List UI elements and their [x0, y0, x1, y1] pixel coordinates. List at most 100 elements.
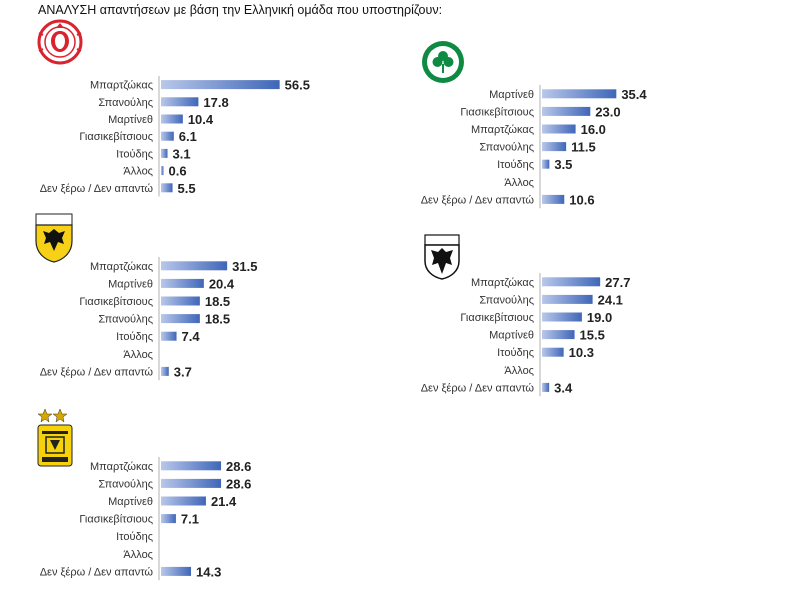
chart-panel-paok: Μπαρτζώκας 27.7 Σπανούλης 24.1 Γιασικεβίτσιο…	[421, 273, 630, 397]
bar	[161, 261, 228, 271]
panathinaikos-clover-crest-icon	[422, 41, 464, 83]
data-label: 56.5	[285, 78, 310, 93]
data-label: 23.0	[595, 104, 620, 119]
category-label: Γιασικεβίτσιους	[79, 514, 153, 526]
data-label: 18.5	[205, 294, 230, 309]
chart-panel-olympiakos: Μπαρτζώκας 56.5 Σπανούλης 17.8 Μαρτίνεθ 10.4 Γ…	[40, 76, 310, 197]
bar	[161, 97, 199, 107]
category-label: Γιασικεβίτσιους	[460, 106, 534, 118]
bar	[542, 294, 593, 304]
category-label: Μπαρτζώκας	[90, 261, 153, 273]
category-label: Μαρτίνεθ	[108, 278, 153, 290]
category-label: Μαρτίνεθ	[489, 89, 534, 101]
bar	[542, 89, 617, 99]
bar	[542, 382, 550, 392]
data-label: 14.3	[196, 564, 221, 579]
chart-panel-aek: Μπαρτζώκας 31.5 Μαρτίνεθ 20.4 Γιασικεβίτσιου…	[40, 257, 257, 381]
category-label: Δεν ξέρω / Δεν απαντώ	[40, 366, 154, 378]
data-label: 0.6	[169, 164, 187, 179]
bar	[161, 461, 222, 471]
bar	[161, 331, 177, 341]
category-label: Σπανούλης	[98, 314, 153, 326]
bar	[542, 142, 567, 152]
aris-crest-icon	[37, 408, 73, 467]
bar	[542, 347, 564, 357]
page-title: ΑΝΑΛΥΣΗ απαντήσεων με βάση την Ελληνική …	[38, 3, 443, 17]
bar	[161, 566, 192, 576]
category-label: Άλλος	[123, 549, 153, 561]
bar	[161, 314, 200, 324]
category-label: Ιτούδης	[116, 148, 153, 160]
chart-panel-panathinaikos: Μαρτίνεθ 35.4 Γιασικεβίτσιους 23.0 Μπαρτζώκα…	[421, 85, 647, 209]
category-label: Σπανούλης	[479, 294, 534, 306]
aek-eagle-crest-icon	[35, 213, 73, 263]
category-label: Μαρτίνεθ	[489, 330, 534, 342]
data-label: 10.3	[569, 345, 594, 360]
category-label: Δεν ξέρω / Δεν απαντώ	[40, 566, 154, 578]
category-label: Άλλος	[504, 177, 534, 189]
bar	[542, 124, 576, 134]
category-label: Ιτούδης	[497, 347, 534, 359]
bar	[542, 106, 591, 116]
category-label: Γιασικεβίτσιους	[460, 312, 534, 324]
category-label: Ιτούδης	[116, 331, 153, 343]
data-label: 11.5	[571, 140, 596, 155]
bar	[161, 496, 206, 506]
data-label: 20.4	[209, 276, 235, 291]
data-label: 17.8	[203, 95, 228, 110]
category-label: Άλλος	[123, 349, 153, 361]
bar	[161, 478, 222, 488]
bar	[542, 330, 575, 340]
category-label: Μαρτίνεθ	[108, 114, 153, 126]
bar	[161, 131, 174, 141]
category-label: Δεν ξέρω / Δεν απαντώ	[421, 382, 535, 394]
bar	[542, 159, 550, 169]
data-label: 28.6	[226, 476, 251, 491]
bar	[542, 312, 582, 322]
bar	[161, 114, 183, 124]
category-label: Δεν ξέρω / Δεν απαντώ	[40, 183, 154, 195]
bar	[161, 366, 169, 376]
category-label: Σπανούλης	[479, 142, 534, 154]
bar	[161, 278, 204, 288]
category-label: Σπανούλης	[98, 97, 153, 109]
category-label: Άλλος	[123, 166, 153, 178]
bar	[542, 194, 565, 204]
data-label: 10.6	[569, 192, 594, 207]
category-label: Ιτούδης	[116, 531, 153, 543]
data-label: 5.5	[178, 181, 196, 196]
category-label: Μπαρτζώκας	[90, 80, 153, 92]
paok-eagle-crest-icon	[424, 234, 460, 280]
data-label: 3.7	[174, 364, 192, 379]
data-label: 35.4	[621, 87, 647, 102]
category-label: Γιασικεβίτσιους	[79, 131, 153, 143]
bar	[161, 183, 173, 193]
data-label: 18.5	[205, 312, 230, 327]
data-label: 28.6	[226, 459, 251, 474]
bar	[161, 166, 164, 176]
data-label: 7.4	[182, 329, 201, 344]
data-label: 16.0	[581, 122, 606, 137]
olympiakos-crest-icon	[37, 19, 83, 65]
bar	[161, 514, 176, 524]
category-label: Σπανούλης	[98, 478, 153, 490]
bar	[161, 148, 168, 158]
bar	[161, 296, 200, 306]
data-label: 15.5	[580, 328, 605, 343]
data-label: 19.0	[587, 310, 612, 325]
data-label: 3.5	[554, 157, 572, 172]
chart-panel-aris: Μπαρτζώκας 28.6 Σπανούλης 28.6 Μαρτίνεθ 21.4 Γ…	[40, 457, 251, 581]
bar	[542, 277, 601, 287]
category-label: Ιτούδης	[497, 159, 534, 171]
category-label: Μαρτίνεθ	[108, 496, 153, 508]
category-label: Άλλος	[504, 365, 534, 377]
data-label: 3.1	[173, 146, 191, 161]
data-label: 3.4	[554, 380, 573, 395]
category-label: Μπαρτζώκας	[471, 124, 534, 136]
data-label: 27.7	[605, 275, 630, 290]
category-label: Γιασικεβίτσιους	[79, 296, 153, 308]
data-label: 24.1	[598, 292, 623, 307]
data-label: 7.1	[181, 512, 199, 527]
bar	[161, 80, 280, 90]
